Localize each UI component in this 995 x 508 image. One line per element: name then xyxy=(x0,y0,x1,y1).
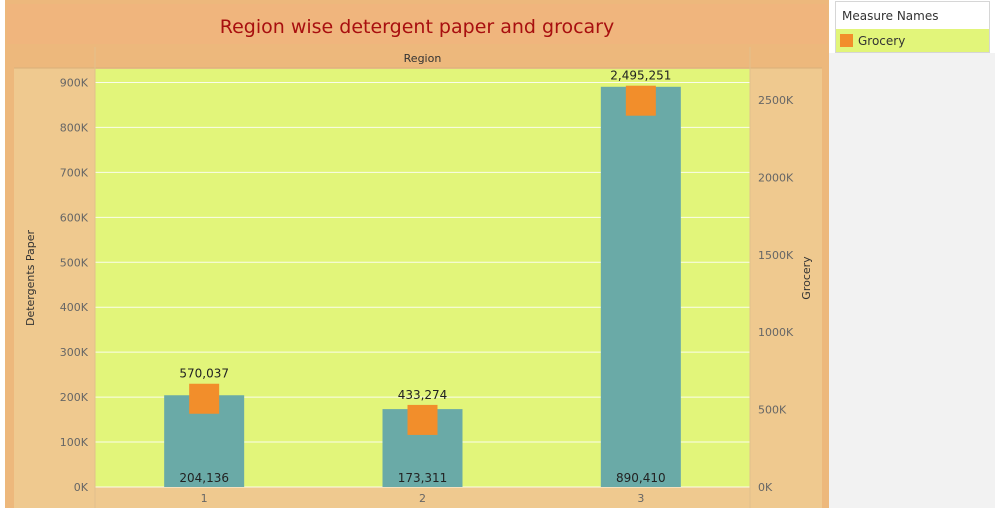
chart-title: Region wise detergent paper and grocary xyxy=(219,16,615,38)
marker-value-label: 2,495,251 xyxy=(610,69,671,83)
marker-grocery xyxy=(407,404,438,435)
chart-svg[interactable]: Region 0K 100K 200K 300K 400K 500K 600K 700K 800K… xyxy=(14,47,822,508)
y-tick-label: 600K xyxy=(60,211,89,224)
y-tick-label: 100K xyxy=(60,436,89,449)
right-background xyxy=(829,53,995,508)
header-strip xyxy=(14,47,822,68)
y-tick-label: 700K xyxy=(60,166,89,179)
legend-swatch xyxy=(840,34,853,47)
y2-axis-title: Grocery xyxy=(800,256,813,300)
marker-value-label: 570,037 xyxy=(179,367,229,381)
title-bar: Region wise detergent paper and grocary xyxy=(7,4,827,44)
y-axis-title: Detergents Paper xyxy=(24,229,37,326)
x-tick-label: 2 xyxy=(419,492,426,505)
marker-value-label: 433,274 xyxy=(398,388,448,402)
y-tick-label: 900K xyxy=(60,76,89,89)
y2-tick-label: 1000K xyxy=(758,326,794,339)
legend-item-grocery[interactable]: Grocery xyxy=(836,29,989,52)
y-tick-label: 800K xyxy=(60,121,89,134)
marker-grocery xyxy=(625,85,656,116)
bar-value-label: 204,136 xyxy=(179,471,229,485)
y-tick-label: 500K xyxy=(60,256,89,269)
header-label: Region xyxy=(404,52,442,65)
y-tick-label: 0K xyxy=(74,481,89,494)
legend-label: Grocery xyxy=(858,34,906,48)
y2-tick-label: 2500K xyxy=(758,94,794,107)
y2-tick-label: 2000K xyxy=(758,171,794,184)
bar-value-label: 173,311 xyxy=(398,471,448,485)
x-tick-label: 3 xyxy=(637,492,644,505)
y-tick-label: 200K xyxy=(60,391,89,404)
y2-tick-label: 500K xyxy=(758,404,787,417)
chart-frame: Region wise detergent paper and grocary … xyxy=(5,0,829,508)
y2-tick-label: 0K xyxy=(758,481,773,494)
bar-value-label: 890,410 xyxy=(616,471,666,485)
legend-title: Measure Names xyxy=(842,9,939,23)
y-tick-label: 300K xyxy=(60,346,89,359)
y-tick-label: 400K xyxy=(60,301,89,314)
x-tick-label: 1 xyxy=(201,492,208,505)
chart-panel: Region 0K 100K 200K 300K 400K 500K 600K 700K 800K… xyxy=(14,47,822,508)
marker-grocery xyxy=(189,383,220,414)
bar-detergents-paper xyxy=(600,86,681,487)
y2-tick-label: 1500K xyxy=(758,249,794,262)
legend[interactable]: Measure Names Grocery xyxy=(835,1,990,53)
